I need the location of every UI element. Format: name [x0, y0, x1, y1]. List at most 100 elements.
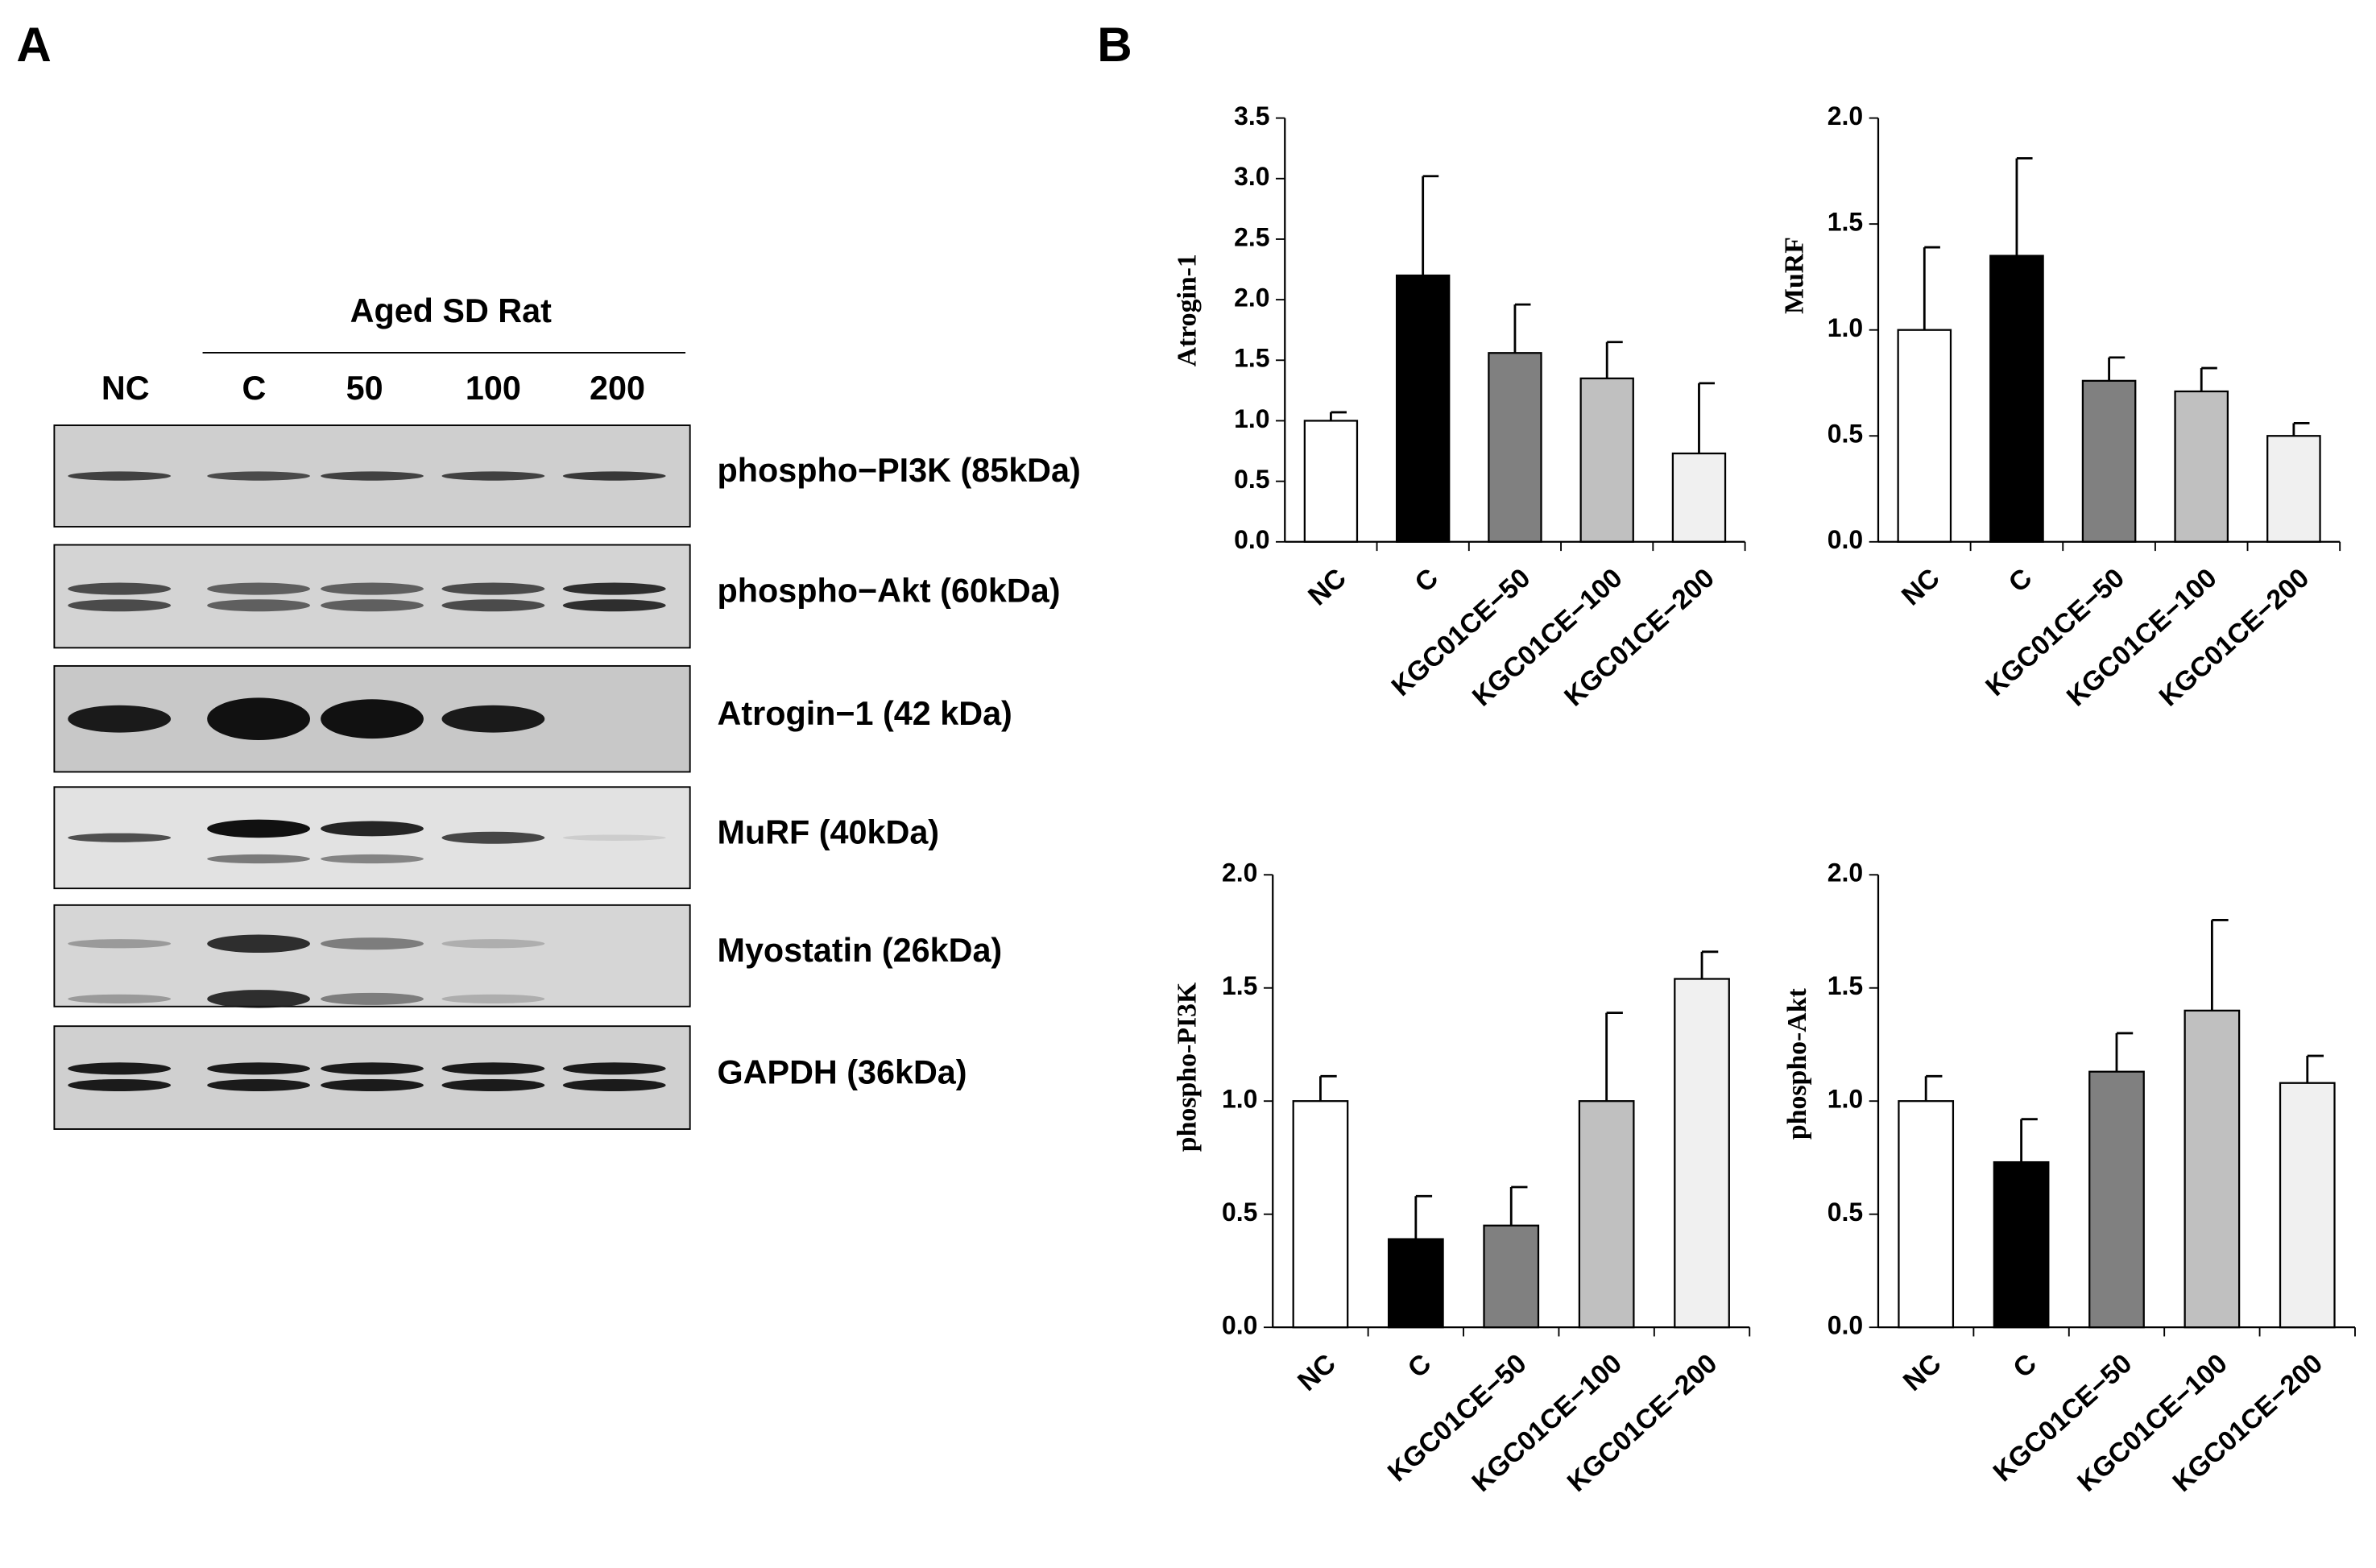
- blot-band: [68, 582, 172, 595]
- blot-band: [321, 582, 424, 595]
- blot-band: [441, 599, 545, 612]
- blot-band: [321, 1078, 424, 1092]
- y-tick-label: 3.5: [1234, 101, 1269, 130]
- blot-band: [562, 582, 666, 595]
- blot-band: [68, 994, 172, 1004]
- blot-band: [321, 854, 424, 864]
- y-tick-label: 3.0: [1234, 162, 1269, 191]
- y-tick-label: 0.0: [1222, 1311, 1257, 1340]
- group-label: Aged SD Rat: [350, 292, 553, 329]
- blot: [53, 904, 691, 1007]
- blot-band: [441, 994, 545, 1004]
- bar: [1292, 1100, 1349, 1329]
- bar: [1989, 254, 2044, 543]
- x-tick-label: NC: [1292, 1348, 1342, 1397]
- blot: [53, 1025, 691, 1130]
- y-tick-label: 1.5: [1222, 971, 1257, 1000]
- lane-label: C: [242, 370, 267, 407]
- y-tick-label: 2.0: [1222, 858, 1257, 887]
- bar: [1671, 452, 1727, 543]
- blot-band: [562, 599, 666, 612]
- blot-band: [321, 992, 424, 1005]
- panel-label: B: [1097, 18, 1132, 72]
- lane-label: 200: [590, 370, 645, 407]
- bar: [1303, 420, 1359, 543]
- bar: [2081, 379, 2137, 543]
- y-tick-label: 1.5: [1828, 208, 1863, 237]
- lane-label: NC: [101, 370, 150, 407]
- bar: [1898, 1100, 1955, 1329]
- blot-label: phospho−Akt (60kDa): [718, 573, 1061, 610]
- y-tick-label: 2.0: [1828, 101, 1863, 130]
- blot-band: [207, 1078, 310, 1092]
- y-tick-label: 0.0: [1234, 525, 1269, 554]
- bar: [1897, 329, 1952, 543]
- blot-band: [207, 471, 310, 481]
- x-tick-label: NC: [1898, 1348, 1948, 1397]
- blot-label: Atrogin−1 (42 kDa): [718, 695, 1012, 732]
- bar: [1488, 352, 1542, 543]
- x-tick-label: C: [1409, 562, 1444, 598]
- blot-label: Myostatin (26kDa): [718, 932, 1003, 969]
- bar: [2184, 1009, 2241, 1329]
- blot-band: [321, 1062, 424, 1075]
- blot-band: [562, 471, 666, 481]
- bar: [1993, 1160, 2050, 1329]
- blot-band: [441, 471, 545, 481]
- y-tick-label: 2.0: [1828, 858, 1863, 887]
- bar: [2266, 435, 2321, 543]
- blot-band: [441, 831, 545, 844]
- bar: [2174, 390, 2229, 543]
- blot-band: [68, 833, 172, 842]
- x-tick-label: C: [1402, 1348, 1438, 1384]
- bar: [2279, 1082, 2336, 1329]
- blot-band: [68, 471, 172, 481]
- lane-label: 100: [466, 370, 521, 407]
- blot-band: [207, 854, 310, 864]
- blot-band: [441, 1078, 545, 1092]
- bar: [2088, 1070, 2145, 1329]
- blot-band: [68, 1078, 172, 1092]
- blot-label: phospho−PI3K (85kDa): [718, 452, 1081, 489]
- y-tick-label: 1.0: [1234, 404, 1269, 433]
- bar: [1579, 377, 1634, 543]
- x-tick-label: NC: [1302, 562, 1352, 611]
- blot-label: GAPDH (36kDa): [718, 1053, 967, 1090]
- y-tick-label: 1.5: [1828, 971, 1863, 1000]
- blot-band: [68, 1062, 172, 1075]
- y-axis-label: MuRF: [1779, 237, 1809, 314]
- x-tick-label: C: [2007, 1348, 2043, 1384]
- y-tick-label: 1.0: [1828, 1085, 1863, 1114]
- y-tick-label: 0.5: [1234, 465, 1269, 494]
- blot-band: [207, 1062, 310, 1075]
- y-axis-label: Atrogin-1: [1173, 254, 1202, 366]
- blot-band: [321, 937, 424, 950]
- blot-band: [321, 471, 424, 481]
- blot-band: [68, 705, 172, 733]
- blot-band: [562, 1078, 666, 1092]
- bar: [1483, 1224, 1540, 1329]
- panel-label: A: [16, 18, 51, 72]
- y-tick-label: 1.0: [1222, 1085, 1257, 1114]
- y-tick-label: 0.5: [1222, 1198, 1257, 1227]
- x-tick-label: C: [2003, 562, 2039, 598]
- blot-band: [207, 582, 310, 595]
- y-tick-label: 0.0: [1828, 1311, 1863, 1340]
- blot-band: [207, 819, 310, 838]
- y-tick-label: 0.5: [1828, 1198, 1863, 1227]
- blot-band: [68, 939, 172, 949]
- y-axis-label: phospho-PI3K: [1173, 982, 1202, 1152]
- blot-band: [562, 1062, 666, 1075]
- blot: [53, 544, 691, 649]
- blot-band: [68, 599, 172, 612]
- bar: [1674, 978, 1730, 1329]
- blot-band: [441, 939, 545, 949]
- bar: [1395, 274, 1451, 543]
- lane-label: 50: [346, 370, 383, 407]
- blot-band: [441, 1062, 545, 1075]
- blot-band: [207, 934, 310, 954]
- blot-band: [207, 599, 310, 612]
- blot-band: [441, 705, 545, 733]
